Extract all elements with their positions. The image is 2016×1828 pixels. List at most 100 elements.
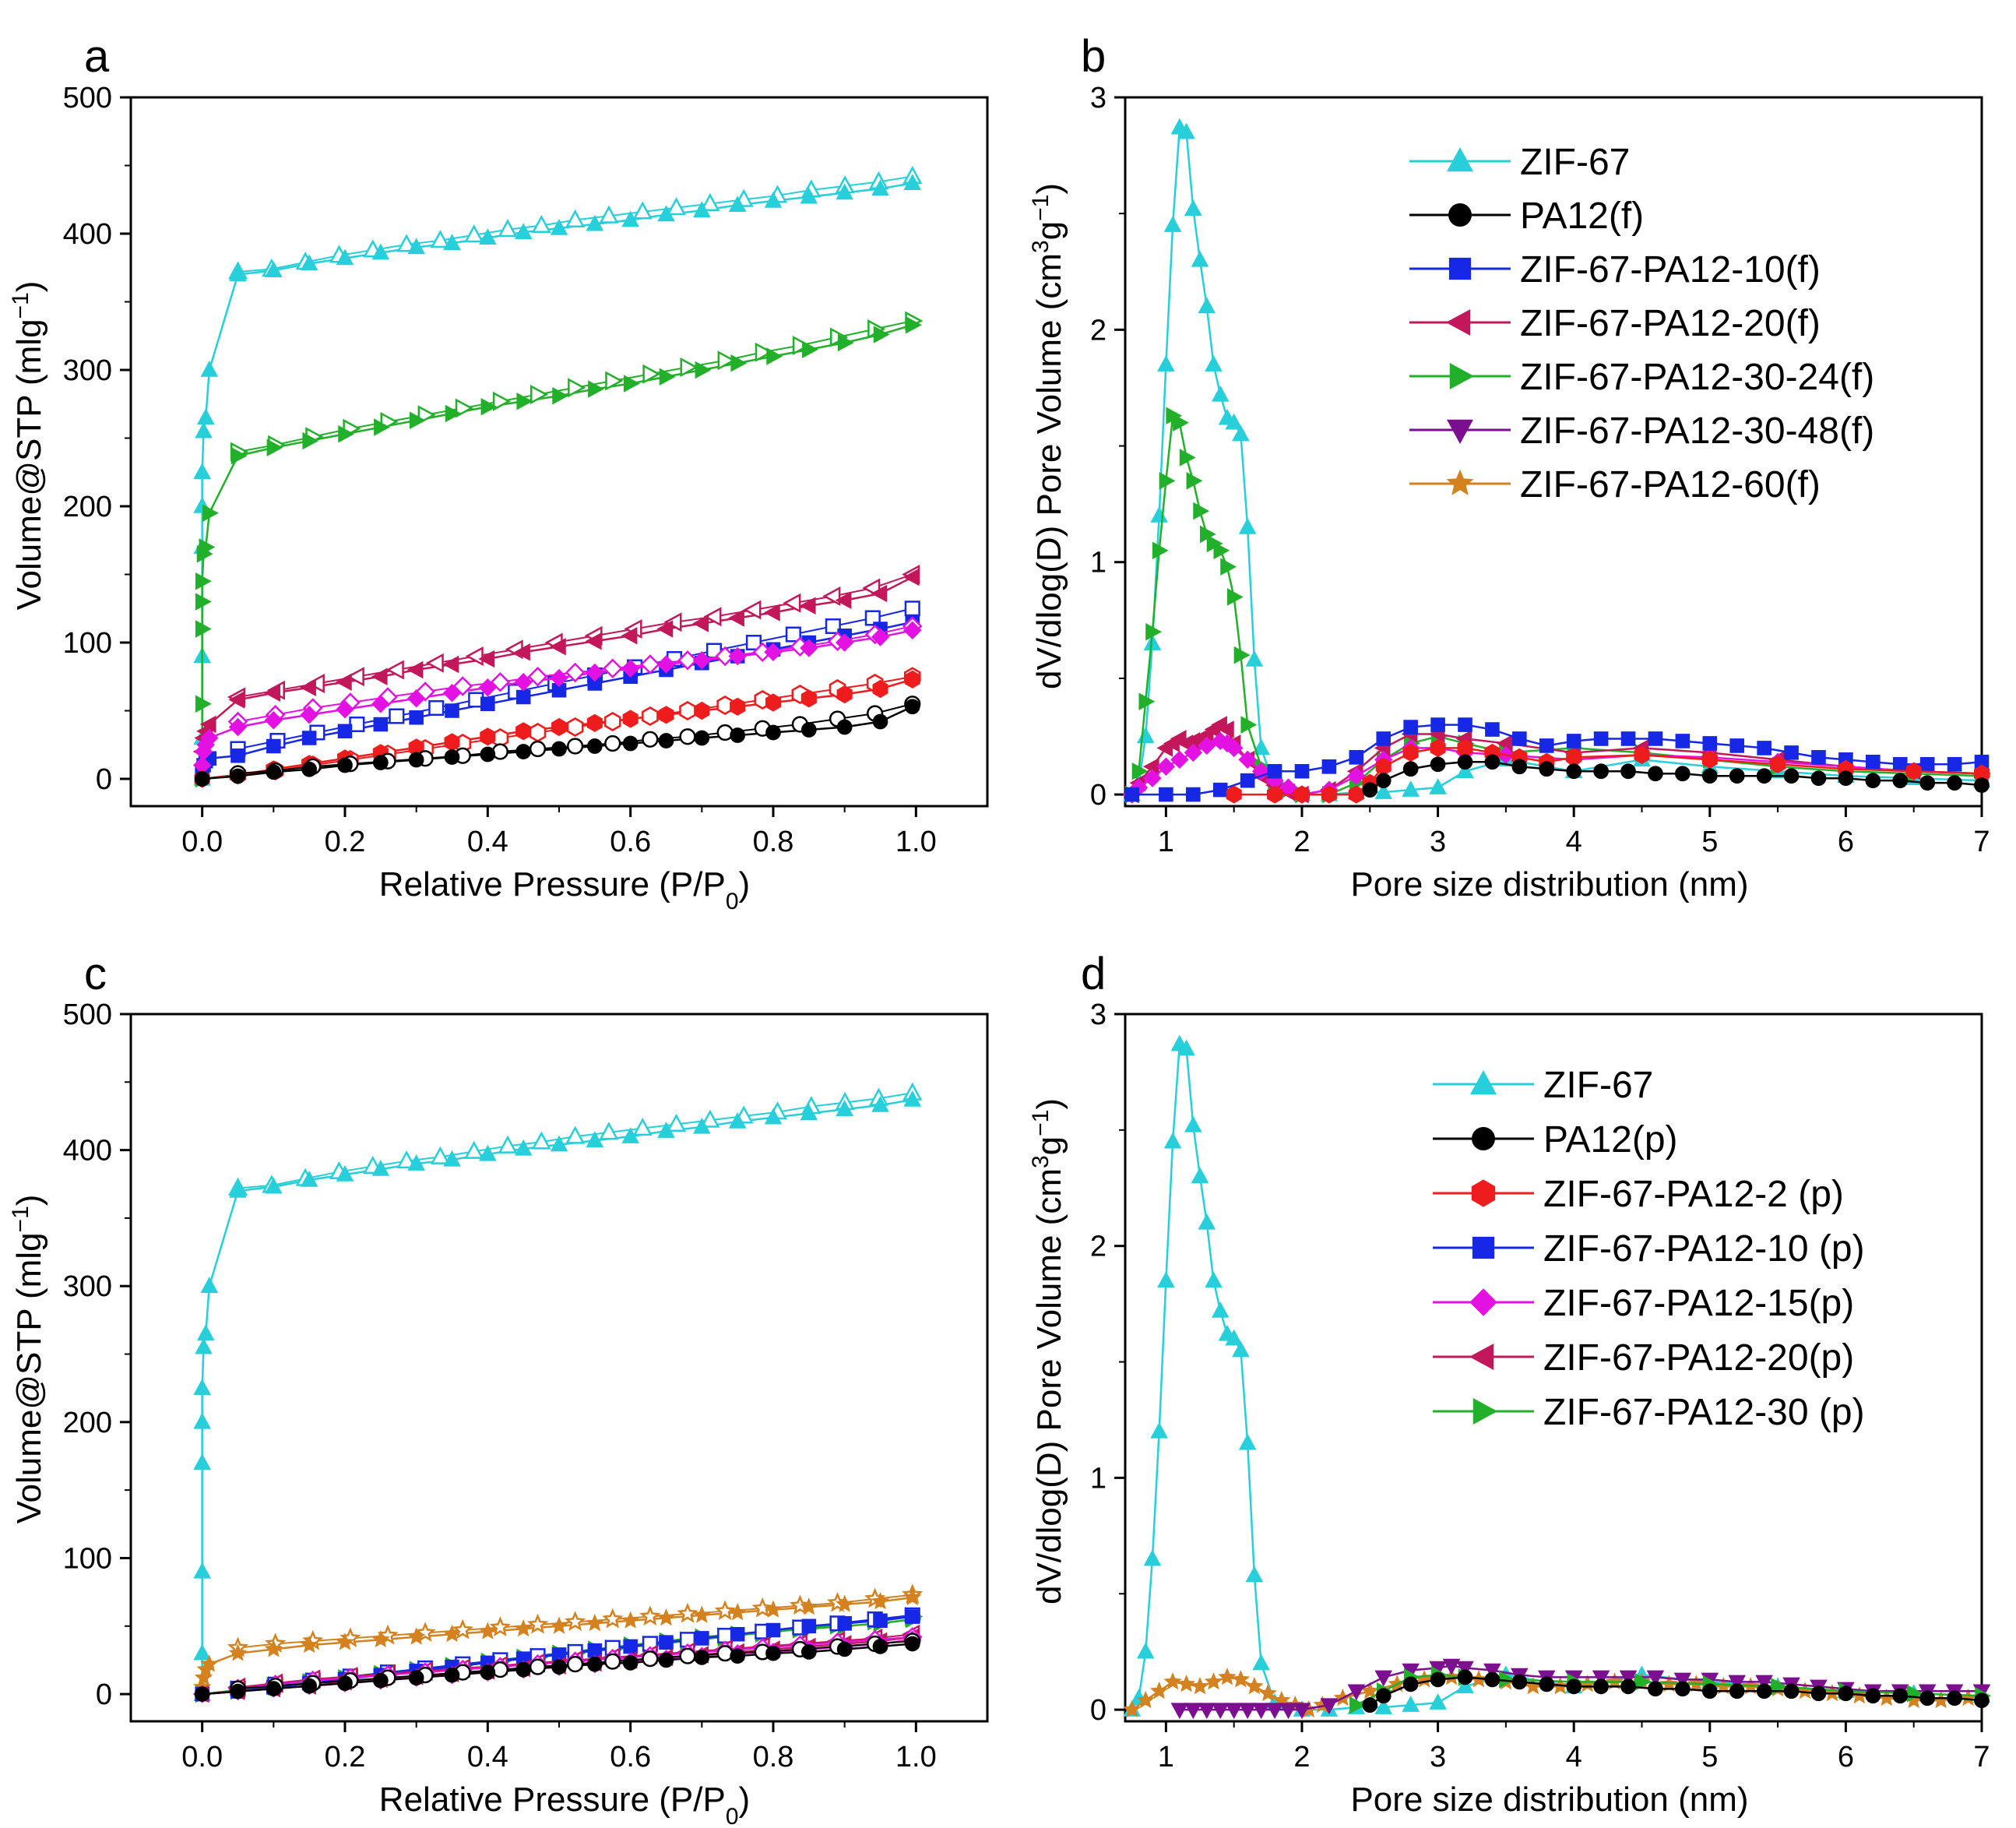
data-point xyxy=(1123,1699,1142,1718)
data-point xyxy=(873,1613,888,1629)
desorption-point xyxy=(455,398,473,418)
data-point xyxy=(372,755,389,770)
data-point xyxy=(764,643,783,661)
desorption-point xyxy=(677,1602,698,1623)
data-point xyxy=(1485,722,1500,737)
data-point xyxy=(406,689,426,708)
data-point xyxy=(371,695,390,713)
legend-entry: ZIF-67-PA12-30-24(f) xyxy=(1409,357,1874,398)
desorption-point xyxy=(680,357,698,378)
desorption-point xyxy=(565,1125,586,1144)
desorption-point xyxy=(642,706,659,726)
data-point xyxy=(1226,588,1244,606)
data-point xyxy=(1620,763,1636,780)
y-tick-label: 2 xyxy=(1090,314,1107,347)
data-point xyxy=(1402,761,1419,777)
data-point xyxy=(407,238,425,255)
data-point xyxy=(1756,1683,1772,1699)
data-point xyxy=(801,1618,817,1634)
y-axis-label-c: Volume@STP (mlg−1) xyxy=(8,1195,49,1524)
legend-marker xyxy=(1449,363,1475,389)
data-point xyxy=(1755,1675,1773,1692)
data-point xyxy=(1191,250,1209,267)
panel-letter-d: d xyxy=(1081,949,1106,999)
data-point xyxy=(1159,472,1176,490)
data-point xyxy=(229,1181,247,1198)
data-point xyxy=(1892,756,1908,772)
data-point xyxy=(1163,1672,1182,1690)
series-zif-67-pa12-2-p xyxy=(1226,738,1990,804)
data-point xyxy=(1374,1698,1393,1714)
desorption-point xyxy=(425,653,444,673)
series-zif-67-pa12-20-f xyxy=(192,564,920,761)
data-point xyxy=(1152,541,1169,560)
y-tick-label: 100 xyxy=(63,627,112,660)
x-tick-label: 0.2 xyxy=(325,826,366,858)
desorption-point xyxy=(783,593,801,613)
data-point xyxy=(337,724,353,739)
data-point xyxy=(1238,517,1257,534)
desorption-point xyxy=(385,660,404,680)
x-axis-label-c: Relative Pressure (P/P0) xyxy=(379,1780,750,1828)
data-point xyxy=(1729,738,1745,753)
data-point xyxy=(1217,720,1234,738)
data-point xyxy=(551,741,567,757)
data-point xyxy=(657,205,675,222)
data-point xyxy=(835,633,854,652)
series-zif-67-pa12-60-f xyxy=(192,1583,924,1696)
panel-a: a 0.0 0.2 0.4 0.6 0.8 1.0 0 100 200 300 400 500 Rel… xyxy=(8,31,989,914)
data-point xyxy=(1375,757,1391,776)
data-point xyxy=(480,696,495,712)
data-point xyxy=(728,1602,747,1621)
data-point xyxy=(266,1681,282,1696)
x-tick-label: 0.8 xyxy=(753,826,794,858)
data-point xyxy=(1511,759,1528,775)
y-tick-label: 3 xyxy=(1090,999,1107,1031)
data-point xyxy=(1211,1703,1230,1720)
y-tick-label: 200 xyxy=(63,1407,112,1439)
desorption-point xyxy=(396,1150,417,1169)
data-point xyxy=(621,210,639,227)
data-point xyxy=(266,439,283,457)
data-point xyxy=(551,1659,567,1675)
data-point xyxy=(1238,1433,1257,1450)
legend-marker xyxy=(1471,1179,1496,1207)
desorption-point xyxy=(679,701,696,720)
data-point xyxy=(1675,1681,1691,1697)
data-point xyxy=(903,1587,922,1606)
data-point xyxy=(1157,1271,1175,1288)
data-point xyxy=(1193,502,1210,520)
data-point xyxy=(1150,506,1168,523)
data-point xyxy=(835,1594,854,1612)
data-point xyxy=(1457,738,1473,757)
data-point xyxy=(1267,763,1282,779)
data-point xyxy=(1919,1690,1936,1706)
data-point xyxy=(1143,769,1162,787)
data-point xyxy=(872,679,888,699)
data-point xyxy=(195,695,212,713)
data-point xyxy=(1294,763,1310,779)
desorption-point xyxy=(667,197,687,216)
desorption-point xyxy=(755,342,773,362)
data-point xyxy=(1238,1703,1257,1720)
data-point xyxy=(1265,1703,1284,1720)
data-point xyxy=(904,670,920,689)
data-point xyxy=(442,655,459,674)
desorption-point xyxy=(789,1594,811,1615)
data-point xyxy=(1163,216,1182,232)
series-layer-c xyxy=(192,1082,924,1703)
data-point xyxy=(1225,1703,1243,1720)
panel-letter-c: c xyxy=(84,949,107,999)
data-point xyxy=(1430,717,1445,732)
data-point xyxy=(621,1611,640,1629)
data-point xyxy=(195,620,212,638)
data-point xyxy=(406,1627,426,1645)
x-tick-label: 0.2 xyxy=(325,1741,366,1773)
y-tick-label: 0 xyxy=(1090,1694,1107,1727)
data-point xyxy=(1226,785,1242,804)
data-point xyxy=(514,1618,533,1637)
legend-label: ZIF-67-PA12-30-24(f) xyxy=(1520,357,1874,398)
data-point xyxy=(230,768,246,784)
legend-d: ZIF-67 PA12(p) ZIF-67-PA12-2 (p) ZIF-67-PA1… xyxy=(1433,1065,1865,1433)
desorption-point xyxy=(642,1650,659,1668)
